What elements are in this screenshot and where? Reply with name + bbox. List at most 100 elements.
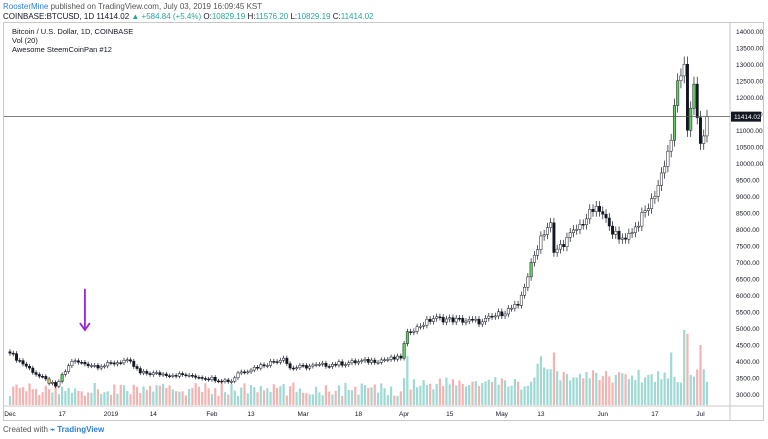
candle-body xyxy=(360,360,364,362)
volume-bar xyxy=(477,385,481,405)
candle-body xyxy=(259,364,263,369)
candle-body xyxy=(327,366,331,368)
candle-body xyxy=(226,379,230,383)
volume-bar xyxy=(624,374,627,405)
volume-bar xyxy=(611,382,614,405)
candle-body xyxy=(161,373,165,376)
candle-body xyxy=(363,359,367,361)
candle-body xyxy=(230,380,233,383)
candle-body xyxy=(604,213,608,219)
candle-body xyxy=(324,362,328,367)
chart-panel[interactable]: 3000.00 3500.00 4000.00 4500.00 5000.00 5500.… xyxy=(3,22,764,421)
tradingview-logo[interactable]: ⌁ TradingView xyxy=(50,425,105,434)
candle-body xyxy=(699,117,702,144)
candle-body xyxy=(379,359,383,363)
volume-bar xyxy=(132,384,135,405)
candle-body xyxy=(216,380,220,383)
candle-body xyxy=(151,372,155,375)
candle-body xyxy=(11,352,15,355)
candle-body xyxy=(454,317,458,323)
candle-body xyxy=(598,205,601,212)
volume-bar xyxy=(363,385,367,405)
candle-body xyxy=(516,303,520,306)
volume-bar xyxy=(464,386,468,405)
candle-body xyxy=(386,359,390,361)
volume-bar xyxy=(679,382,683,405)
volume-bar xyxy=(178,391,181,405)
candle-body xyxy=(484,318,487,323)
volume-bar xyxy=(686,333,689,405)
arrow-head xyxy=(79,322,91,332)
candle-body xyxy=(275,361,279,363)
candle-body xyxy=(412,331,416,333)
volume-bar xyxy=(399,391,402,405)
y-tick-label: 4500.00 xyxy=(736,342,760,349)
candle-body xyxy=(304,365,308,369)
candle-body xyxy=(555,248,559,253)
volume-bar xyxy=(416,387,419,405)
candle-body xyxy=(57,381,61,387)
published-text: published on TradingView.com, July 03, 2… xyxy=(48,2,263,11)
volume-bar xyxy=(360,383,363,405)
candle-body xyxy=(262,364,266,367)
candle-body xyxy=(523,287,527,296)
candle-body xyxy=(190,375,194,377)
candle-body xyxy=(399,355,403,359)
volume-series xyxy=(8,330,709,405)
volume-bar xyxy=(15,384,18,405)
x-tick-label: 17 xyxy=(58,411,66,418)
y-tick-label: 5000.00 xyxy=(736,326,760,333)
candle-body xyxy=(549,222,553,228)
candle-body xyxy=(477,318,481,325)
candle-body xyxy=(692,83,696,109)
candle-body xyxy=(444,318,448,323)
candle-body xyxy=(669,139,673,152)
y-tick-label: 10500.00 xyxy=(736,144,763,151)
y-tick-label: 11000.00 xyxy=(736,128,763,135)
candle-body xyxy=(705,116,709,137)
volume-bar xyxy=(696,369,699,405)
volume-bar xyxy=(627,378,630,405)
candle-body xyxy=(480,321,484,325)
y-tick-label: 13000.00 xyxy=(736,62,763,69)
price-chart[interactable]: 3000.00 3500.00 4000.00 4500.00 5000.00 5500.… xyxy=(4,23,763,420)
volume-bar xyxy=(429,383,432,405)
candle-body xyxy=(542,234,546,237)
volume-bar xyxy=(510,385,513,405)
volume-bar xyxy=(67,387,70,405)
x-tick-label: 14 xyxy=(150,411,158,418)
candle-body xyxy=(624,237,628,240)
candle-body xyxy=(656,185,660,197)
volume-bar xyxy=(207,388,210,405)
volume-bar xyxy=(240,387,243,405)
volume-bar xyxy=(122,385,126,405)
candle-body xyxy=(337,361,341,366)
volume-bar xyxy=(210,394,214,405)
volume-bar xyxy=(41,392,44,405)
volume-bar xyxy=(243,383,246,405)
candle-body xyxy=(99,366,103,369)
volume-bar xyxy=(503,380,507,405)
candle-body xyxy=(614,230,618,235)
volume-bar xyxy=(77,390,80,405)
volume-bar xyxy=(536,363,539,405)
x-tick-label: Jun xyxy=(598,411,609,418)
candle-body xyxy=(425,318,429,326)
volume-bar xyxy=(373,384,376,405)
candle-body xyxy=(184,374,188,377)
volume-bar xyxy=(526,385,529,405)
candle-body xyxy=(646,208,650,211)
volume-bar xyxy=(582,378,585,405)
volume-bar xyxy=(34,388,38,405)
volume-bar xyxy=(484,381,487,405)
volume-bar xyxy=(523,386,526,405)
publisher-name[interactable]: RoosterMine xyxy=(3,2,49,11)
volume-bar xyxy=(432,389,435,405)
candle-body xyxy=(431,318,435,322)
volume-bar xyxy=(357,394,360,405)
low-value: 10829.19 xyxy=(297,12,331,21)
volume-bar xyxy=(321,395,324,405)
candle-body xyxy=(383,359,387,362)
volume-bar xyxy=(57,394,60,405)
candle-body xyxy=(633,226,637,233)
